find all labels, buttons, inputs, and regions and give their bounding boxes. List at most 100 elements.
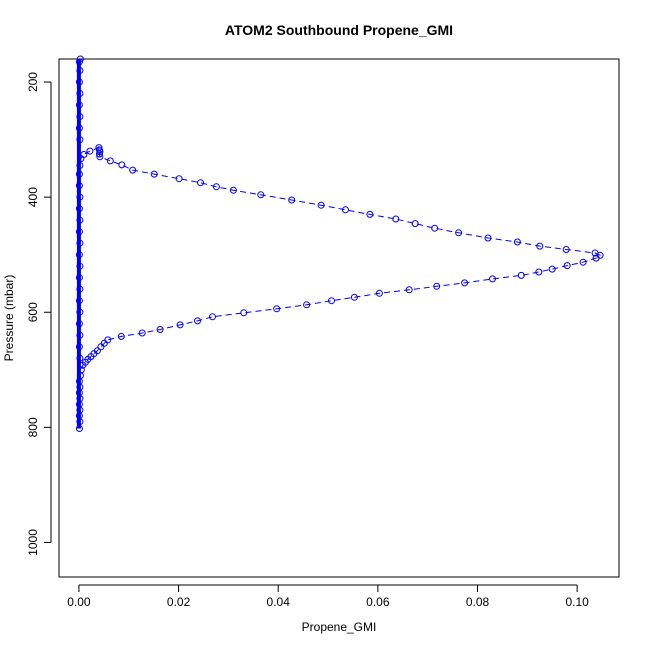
- data-point: [75, 182, 83, 190]
- data-point: [562, 246, 570, 253]
- data-point: [156, 326, 164, 333]
- chart-title: ATOM2 Southbound Propene_GMI: [225, 22, 453, 38]
- x-tick-label: 0.10: [565, 595, 589, 609]
- data-point: [212, 183, 220, 191]
- data-point: [75, 343, 83, 351]
- data-point: [106, 157, 114, 165]
- data-point: [76, 239, 84, 247]
- x-tick-label: 0.02: [167, 595, 191, 609]
- data-point: [95, 144, 103, 152]
- data-point: [350, 293, 358, 301]
- data-point: [75, 320, 83, 328]
- data-point: [342, 206, 349, 214]
- data-point: [77, 366, 85, 374]
- data-point: [229, 186, 237, 194]
- data-point: [76, 113, 84, 121]
- data-point: [97, 343, 105, 351]
- data-point: [405, 286, 413, 294]
- data-point: [513, 238, 521, 246]
- data-point: [76, 354, 84, 362]
- data-point: [433, 282, 441, 290]
- data-point: [197, 179, 204, 187]
- data-point: [579, 258, 587, 266]
- data-point: [517, 271, 525, 279]
- data-point: [209, 313, 216, 321]
- series-line: [78, 58, 602, 429]
- data-point: [392, 215, 400, 223]
- data-point: [75, 124, 83, 132]
- data-point: [75, 228, 83, 236]
- x-tick-label: 0.06: [366, 595, 390, 609]
- data-point: [76, 55, 84, 63]
- data-point: [317, 201, 325, 209]
- data-point: [240, 309, 248, 317]
- data-point: [366, 210, 374, 218]
- data-point: [76, 67, 84, 74]
- data-point: [75, 274, 83, 282]
- data-point: [117, 332, 125, 340]
- data-point: [76, 162, 84, 169]
- data-point: [76, 308, 84, 316]
- data-point: [76, 262, 84, 270]
- data-point: [328, 297, 335, 305]
- y-tick-label: 600: [26, 302, 40, 322]
- y-tick-label: 200: [26, 72, 40, 92]
- data-point: [76, 193, 84, 201]
- data-point: [77, 155, 85, 163]
- y-axis: 200 400 600 800 1000: [26, 72, 52, 556]
- data-point: [489, 275, 496, 283]
- data-point: [75, 251, 83, 259]
- data-point: [563, 262, 571, 270]
- data-point: [75, 205, 83, 213]
- data-point: [75, 101, 83, 109]
- data-point: [411, 220, 419, 228]
- data-point: [257, 191, 265, 199]
- data-point: [76, 331, 84, 339]
- data-point: [375, 289, 383, 297]
- data-point: [75, 297, 83, 305]
- data-point: [303, 301, 311, 309]
- data-point: [535, 268, 543, 276]
- data-point: [194, 317, 201, 325]
- data-point: [118, 161, 126, 169]
- data-point: [80, 151, 88, 158]
- data-point: [138, 329, 146, 337]
- data-point: [431, 224, 439, 232]
- y-tick-label: 400: [26, 187, 40, 207]
- data-point: [484, 234, 492, 242]
- data-point: [93, 347, 101, 355]
- data-point: [461, 279, 469, 287]
- data-point: [86, 147, 94, 155]
- data-point: [76, 136, 84, 144]
- data-point: [288, 196, 296, 204]
- data-point: [104, 336, 112, 344]
- data-point: [175, 175, 183, 183]
- data-point: [176, 321, 184, 329]
- data-point: [75, 78, 83, 86]
- data-point: [76, 216, 84, 224]
- data-point: [76, 90, 84, 97]
- data-point: [536, 242, 544, 250]
- x-axis: 0.00 0.02 0.04 0.06 0.08 0.10: [67, 584, 589, 609]
- y-axis-label: Pressure (mbar): [2, 275, 16, 362]
- data-point: [591, 249, 599, 257]
- data-layer: [75, 55, 604, 432]
- plot-frame: [58, 58, 620, 578]
- data-point: [129, 166, 137, 174]
- x-tick-label: 0.04: [267, 595, 291, 609]
- y-tick-label: 1000: [26, 529, 40, 556]
- data-point: [273, 305, 281, 313]
- data-point: [75, 170, 83, 178]
- data-point: [75, 58, 83, 66]
- x-tick-label: 0.00: [67, 595, 91, 609]
- data-point: [96, 153, 104, 161]
- data-point: [548, 265, 556, 273]
- data-point: [455, 229, 463, 237]
- dense-point-column: [76, 59, 81, 429]
- data-point: [150, 170, 158, 178]
- data-point: [76, 285, 84, 293]
- x-axis-label: Propene_GMI: [302, 620, 377, 634]
- data-point: [75, 425, 83, 432]
- y-tick-label: 800: [26, 417, 40, 437]
